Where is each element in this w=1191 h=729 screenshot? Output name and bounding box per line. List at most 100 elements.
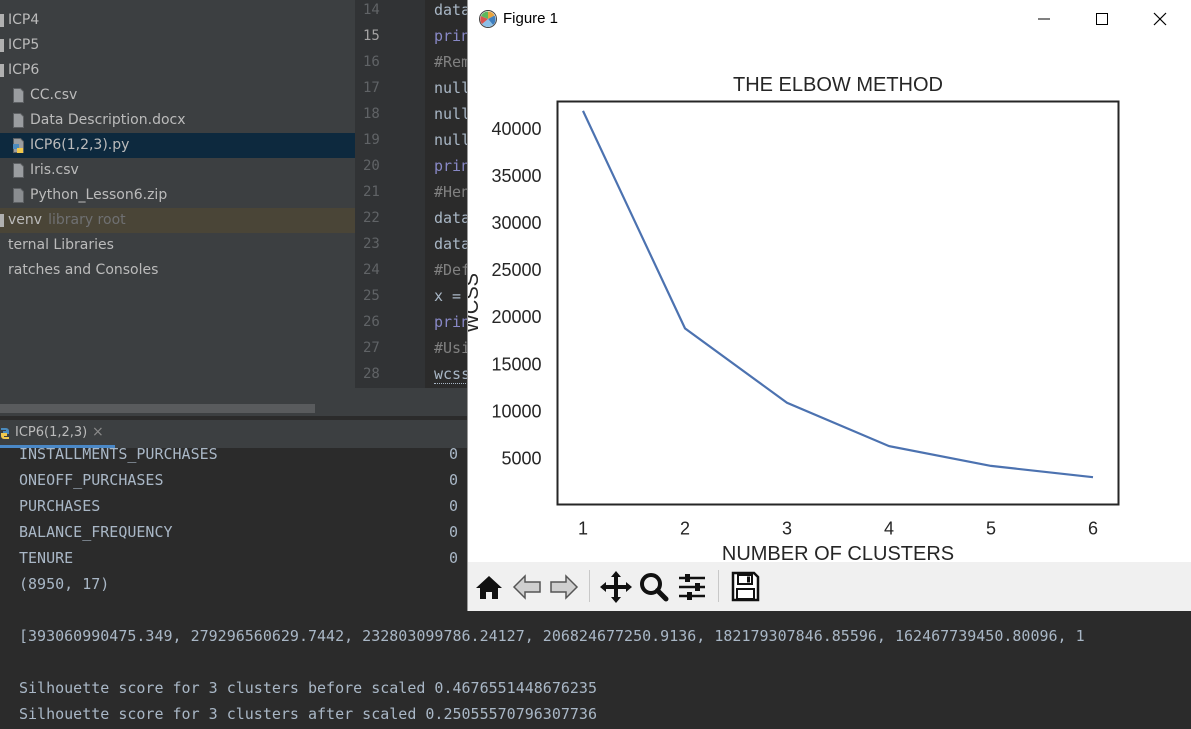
- home-button[interactable]: [471, 567, 507, 605]
- close-button[interactable]: [1131, 0, 1189, 38]
- line-number-gutter: 14 15 16 17 18 19 20 21 22 23 24 25 26 27 28: [355, 0, 425, 388]
- code-line[interactable]: null: [434, 101, 470, 127]
- console-line: PURCHASES: [19, 497, 101, 515]
- x-tick-label: 1: [578, 519, 588, 539]
- tree-item[interactable]: ICP5: [0, 33, 355, 58]
- console-value: 0: [449, 471, 459, 489]
- code-line[interactable]: prin: [434, 309, 470, 335]
- line-number: 18: [363, 106, 380, 122]
- project-tree-panel: ICP4 ICP5 ICP6 CC.csv Data Description.docx I…: [0, 0, 355, 416]
- y-tick-label: 20000: [491, 307, 541, 327]
- python-file-icon: [1, 428, 9, 439]
- file-icon: [13, 163, 24, 178]
- back-arrow-icon: [512, 574, 541, 600]
- code-text: prin: [434, 157, 471, 175]
- code-line[interactable]: x =: [434, 283, 461, 309]
- forward-button[interactable]: [546, 567, 582, 605]
- code-text: data: [434, 209, 471, 227]
- code-line[interactable]: #Rem: [434, 49, 470, 75]
- tree-item-label: Python_Lesson6.zip: [30, 187, 168, 203]
- console-line: TENURE: [19, 549, 74, 567]
- save-button[interactable]: [727, 567, 763, 605]
- matplotlib-icon: [479, 10, 497, 28]
- code-line[interactable]: prin: [434, 23, 470, 49]
- configure-subplots-button[interactable]: [674, 567, 710, 605]
- maximize-icon: [1096, 13, 1108, 25]
- tree-item[interactable]: Data Description.docx: [0, 108, 355, 133]
- code-line[interactable]: #Hen: [434, 179, 470, 205]
- code-line[interactable]: data: [434, 231, 470, 257]
- console-line: INSTALLMENTS_PURCHASES: [19, 448, 218, 463]
- code-line[interactable]: wcss: [434, 361, 471, 387]
- back-button[interactable]: [509, 567, 545, 605]
- line-number: 28: [363, 366, 380, 382]
- tree-item[interactable]: ICP4: [0, 8, 355, 33]
- series-line: [582, 110, 1094, 479]
- folder-icon: [0, 214, 4, 227]
- tree-item[interactable]: ICP6(1,2,3).py: [0, 133, 355, 158]
- minimize-button[interactable]: [1015, 0, 1073, 38]
- code-text: #Def: [434, 261, 471, 279]
- zoom-button[interactable]: [636, 567, 672, 605]
- y-tick-label: 30000: [491, 213, 541, 233]
- console-line: [393060990475.349, 279296560629.7442, 23…: [19, 627, 1085, 645]
- console-value: 0: [449, 523, 459, 541]
- project-horizontal-scrollbar[interactable]: [0, 404, 315, 413]
- file-icon: [13, 113, 24, 128]
- chart-title: THE ELBOW METHOD: [733, 74, 943, 96]
- archive-icon: [13, 188, 24, 203]
- maximize-button[interactable]: [1073, 0, 1131, 38]
- chart-canvas[interactable]: THE ELBOW METHOD 5000 10000 15000 20000 2500…: [461, 38, 1191, 565]
- tree-item-label: ICP6: [8, 62, 40, 78]
- tree-item-label: ICP4: [8, 12, 40, 28]
- code-line[interactable]: #Usi: [434, 335, 470, 361]
- tree-item-label: ICP6(1,2,3).py: [30, 137, 130, 153]
- console-line: (8950, 17): [19, 575, 110, 593]
- code-text: data: [434, 1, 471, 19]
- configure-subplots-icon: [679, 574, 705, 600]
- toolbar-separator: [589, 570, 590, 602]
- code-line[interactable]: null: [434, 127, 470, 153]
- figure-titlebar[interactable]: Figure 1: [468, 0, 1191, 38]
- save-icon: [731, 571, 760, 602]
- tree-item-label: CC.csv: [30, 87, 78, 103]
- code-text: #Usi: [434, 339, 471, 357]
- console-line: ONEOFF_PURCHASES: [19, 471, 164, 489]
- tree-item[interactable]: ternal Libraries: [0, 233, 355, 258]
- x-tick-label: 6: [1088, 519, 1098, 539]
- y-tick-label: 5000: [501, 448, 541, 468]
- tree-item[interactable]: venv library root: [0, 208, 355, 233]
- folder-icon: [0, 64, 4, 77]
- folder-icon: [0, 39, 4, 52]
- console-line: BALANCE_FREQUENCY: [19, 523, 173, 541]
- line-number: 15: [363, 28, 380, 44]
- folder-icon: [0, 14, 4, 27]
- home-icon: [476, 576, 502, 599]
- figure-window[interactable]: Figure 1 THE ELBOW METHOD 5000 10000 15000…: [461, 0, 1191, 611]
- tree-item[interactable]: Iris.csv: [0, 158, 355, 183]
- code-text: null: [434, 131, 471, 149]
- code-line[interactable]: data: [434, 0, 470, 23]
- y-tick-label: 35000: [491, 166, 541, 186]
- code-text: #Hen: [434, 183, 471, 201]
- tree-item[interactable]: CC.csv: [0, 83, 355, 108]
- tree-item[interactable]: ratches and Consoles: [0, 258, 355, 283]
- console-value: 0: [449, 448, 459, 463]
- close-icon[interactable]: ×: [92, 424, 104, 440]
- tree-item[interactable]: ICP6: [0, 58, 355, 83]
- code-line[interactable]: prin: [434, 153, 470, 179]
- line-number: 21: [363, 184, 380, 200]
- line-number: 23: [363, 236, 380, 252]
- x-tick-label: 3: [782, 519, 792, 539]
- code-line[interactable]: #Def: [434, 257, 470, 283]
- line-number: 24: [363, 262, 380, 278]
- y-tick-label: 25000: [491, 260, 541, 280]
- minimize-icon: [1038, 18, 1050, 20]
- pan-icon: [600, 571, 632, 603]
- code-line[interactable]: data: [434, 205, 470, 231]
- code-text: prin: [434, 313, 471, 331]
- pan-button[interactable]: [598, 567, 634, 605]
- code-line[interactable]: null: [434, 75, 470, 101]
- tree-item[interactable]: Python_Lesson6.zip: [0, 183, 355, 208]
- run-tab[interactable]: ICP6(1,2,3) ×: [0, 420, 115, 448]
